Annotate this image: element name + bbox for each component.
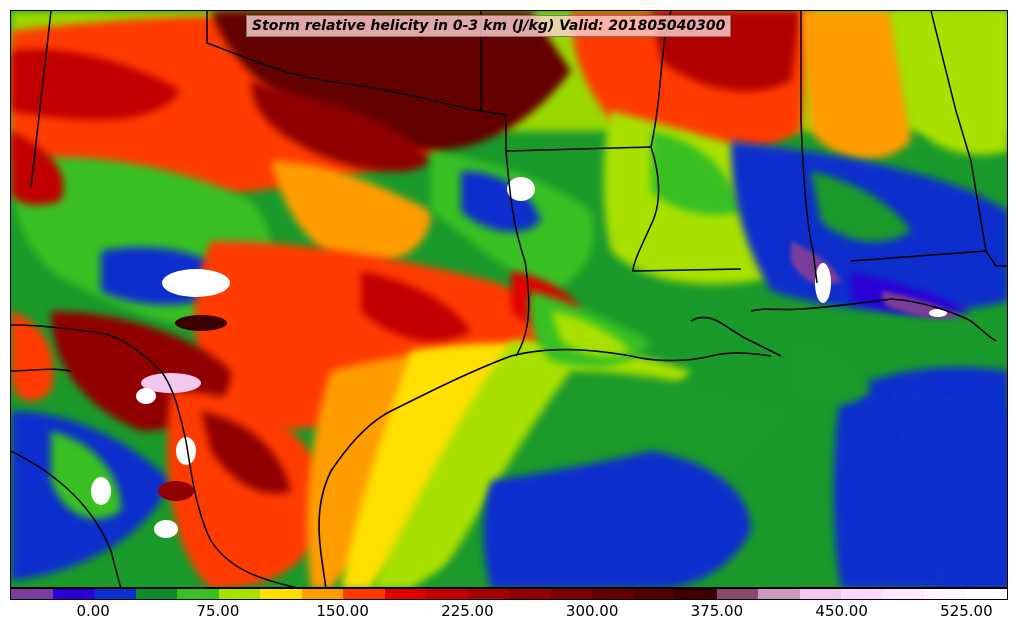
colorbar-swatch — [467, 589, 509, 599]
map-title: Storm relative helicity in 0-3 km (J/kg)… — [246, 15, 732, 37]
colorbar-swatch — [841, 589, 883, 599]
colorbar-swatch — [426, 589, 468, 599]
colorbar-swatch — [301, 589, 343, 599]
colorbar-tick-label: 225.00 — [441, 602, 494, 620]
helicity-field — [11, 11, 1007, 587]
colorbar-swatch — [550, 589, 592, 599]
colorbar-swatch — [135, 589, 177, 599]
high-helicity-spots — [91, 177, 947, 538]
map-panel — [10, 10, 1008, 588]
colorbar-tick-label: 75.00 — [196, 602, 240, 620]
colorbar-swatch — [343, 589, 385, 599]
colorbar-tick-label: 375.00 — [690, 602, 744, 620]
colorbar-swatch — [384, 589, 426, 599]
colorbar-swatch — [758, 589, 800, 599]
colorbar-swatch — [633, 589, 675, 599]
colorbar-swatch — [11, 589, 53, 599]
colorbar-tick-labels: 0.00 75.00 150.00 225.00 300.00 375.00 450.00 5… — [10, 602, 1008, 624]
colorbar-swatch — [799, 589, 841, 599]
colorbar-swatch — [882, 589, 924, 599]
coastlines — [318, 298, 997, 587]
colorbar-swatch — [716, 589, 758, 599]
colorbar-tick-label: 0.00 — [76, 602, 110, 620]
helicity-map — [11, 11, 1007, 587]
state-boundaries — [11, 11, 1007, 587]
colorbar-swatch — [675, 589, 717, 599]
colorbar-swatch — [52, 589, 94, 599]
colorbar-tick-label: 450.00 — [815, 602, 868, 620]
colorbar-swatch — [177, 589, 219, 599]
colorbar-swatch — [965, 589, 1007, 599]
colorbar-tick-label: 300.00 — [565, 602, 619, 620]
colorbar-swatch — [924, 589, 966, 599]
colorbar — [10, 588, 1008, 600]
colorbar-swatch — [509, 589, 551, 599]
colorbar-swatch — [592, 589, 634, 599]
colorbar-swatch — [94, 589, 136, 599]
colorbar-tick-label: 525.00 — [940, 602, 993, 620]
colorbar-tick-label: 150.00 — [316, 602, 369, 620]
colorbar-swatch — [218, 589, 260, 599]
colorbar-swatch — [260, 589, 302, 599]
